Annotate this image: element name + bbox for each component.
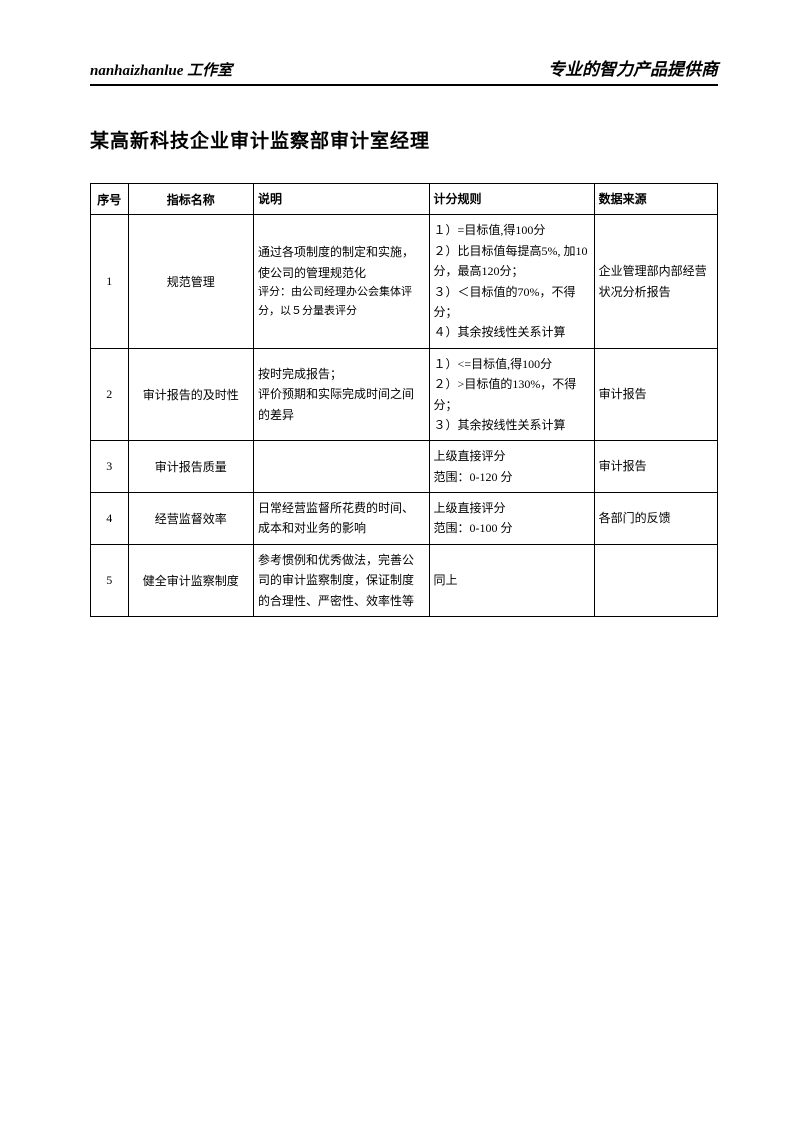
col-header-source: 数据来源 <box>594 184 717 215</box>
cell-desc: 参考惯例和优秀做法，完善公司的审计监察制度，保证制度的合理性、严密性、效率性等 <box>254 544 430 616</box>
cell-desc: 日常经营监督所花费的时间、成本和对业务的影响 <box>254 493 430 545</box>
table-row: 1 规范管理 通过各项制度的制定和实施，使公司的管理规范化 评分：由公司经理办公… <box>91 215 718 348</box>
cell-rule: 同上 <box>429 544 594 616</box>
col-header-rule: 计分规则 <box>429 184 594 215</box>
table-row: 4 经营监督效率 日常经营监督所花费的时间、成本和对业务的影响 上级直接评分范围… <box>91 493 718 545</box>
cell-desc: 按时完成报告；评价预期和实际完成时间之间的差异 <box>254 348 430 441</box>
header-brand-en: nanhaizhanlue <box>90 63 183 79</box>
cell-source: 审计报告 <box>594 348 717 441</box>
table-row: 3 审计报告质量 上级直接评分范围：0-120 分 审计报告 <box>91 441 718 493</box>
cell-rule: 上级直接评分范围：0-120 分 <box>429 441 594 493</box>
cell-rule: １）=目标值,得100分２）比目标值每提高5%, 加10分，最高120分；３）＜… <box>429 215 594 348</box>
desc-sub: 评分：由公司经理办公会集体评分，以５分量表评分 <box>258 283 425 320</box>
cell-seq: 2 <box>91 348 129 441</box>
table-row: 2 审计报告的及时性 按时完成报告；评价预期和实际完成时间之间的差异 １）<=目… <box>91 348 718 441</box>
desc-main: 通过各项制度的制定和实施，使公司的管理规范化 <box>258 242 425 283</box>
cell-seq: 4 <box>91 493 129 545</box>
cell-rule: １）<=目标值,得100分２）>目标值的130%，不得分；３）其余按线性关系计算 <box>429 348 594 441</box>
cell-seq: 1 <box>91 215 129 348</box>
page-title: 某高新科技企业审计监察部审计室经理 <box>90 126 718 153</box>
cell-name: 经营监督效率 <box>128 493 253 545</box>
header-left: nanhaizhanlue 工作室 <box>90 59 232 80</box>
cell-source: 审计报告 <box>594 441 717 493</box>
cell-desc <box>254 441 430 493</box>
cell-name: 审计报告的及时性 <box>128 348 253 441</box>
cell-seq: 3 <box>91 441 129 493</box>
cell-rule: 上级直接评分范围：0-100 分 <box>429 493 594 545</box>
cell-name: 规范管理 <box>128 215 253 348</box>
cell-seq: 5 <box>91 544 129 616</box>
cell-desc: 通过各项制度的制定和实施，使公司的管理规范化 评分：由公司经理办公会集体评分，以… <box>254 215 430 348</box>
col-header-seq: 序号 <box>91 184 129 215</box>
document-page: nanhaizhanlue 工作室 专业的智力产品提供商 某高新科技企业审计监察… <box>0 0 793 677</box>
header-brand-cn: 工作室 <box>183 63 232 79</box>
cell-name: 审计报告质量 <box>128 441 253 493</box>
cell-source <box>594 544 717 616</box>
col-header-desc: 说明 <box>254 184 430 215</box>
table-row: 5 健全审计监察制度 参考惯例和优秀做法，完善公司的审计监察制度，保证制度的合理… <box>91 544 718 616</box>
page-header: nanhaizhanlue 工作室 专业的智力产品提供商 <box>90 55 718 86</box>
table-header-row: 序号 指标名称 说明 计分规则 数据来源 <box>91 184 718 215</box>
cell-name: 健全审计监察制度 <box>128 544 253 616</box>
cell-source: 各部门的反馈 <box>594 493 717 545</box>
header-tagline: 专业的智力产品提供商 <box>548 55 718 80</box>
col-header-name: 指标名称 <box>128 184 253 215</box>
table-body: 1 规范管理 通过各项制度的制定和实施，使公司的管理规范化 评分：由公司经理办公… <box>91 215 718 617</box>
cell-source: 企业管理部内部经营状况分析报告 <box>594 215 717 348</box>
metrics-table: 序号 指标名称 说明 计分规则 数据来源 1 规范管理 通过各项制度的制定和实施… <box>90 183 718 617</box>
